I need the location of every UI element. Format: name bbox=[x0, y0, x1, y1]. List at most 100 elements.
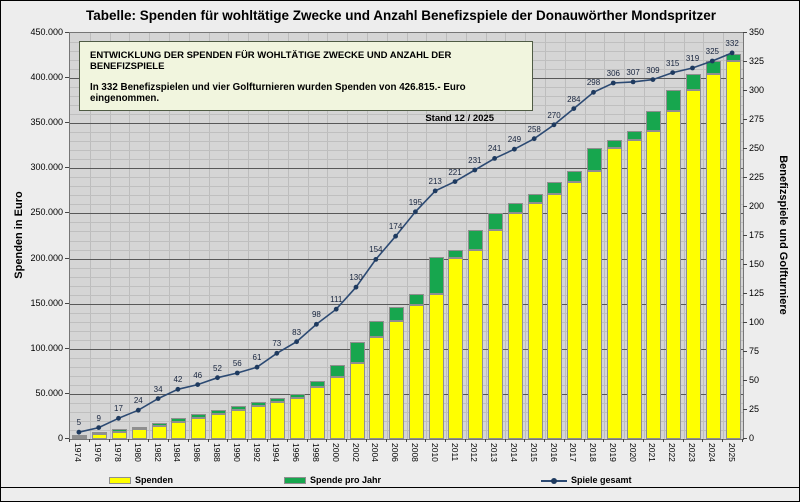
x-axis-tick bbox=[623, 439, 625, 442]
vertical-gridline bbox=[683, 33, 685, 439]
bar-spende-pro-jahr bbox=[92, 431, 108, 435]
x-axis-tick bbox=[227, 439, 229, 442]
x-tick-label: 1984 bbox=[172, 443, 183, 462]
line-point-label: 213 bbox=[428, 176, 442, 186]
x-axis-tick bbox=[148, 439, 150, 442]
y-tick-label-left: 250.000 bbox=[30, 207, 63, 218]
bar-spende-pro-jahr bbox=[646, 110, 662, 132]
y-tick-label-left: 150.000 bbox=[30, 297, 63, 308]
bar-spenden bbox=[171, 422, 187, 439]
bar-spenden bbox=[309, 386, 325, 439]
y-tick-label-right: 150 bbox=[749, 259, 765, 269]
bar-spende-pro-jahr bbox=[230, 406, 246, 411]
line-point-label: 221 bbox=[448, 167, 462, 177]
bar-spende-pro-jahr bbox=[290, 393, 306, 398]
bar-spenden bbox=[527, 202, 543, 439]
legend-label-spende-pro-jahr: Spende pro Jahr bbox=[310, 475, 382, 485]
line-point-label: 249 bbox=[507, 135, 522, 145]
vertical-gridline bbox=[604, 33, 606, 439]
line-point-label: 319 bbox=[685, 54, 700, 63]
bar-spende-pro-jahr bbox=[270, 397, 286, 403]
x-tick-label: 2002 bbox=[350, 443, 361, 462]
x-axis-tick bbox=[365, 439, 367, 442]
x-axis-tick bbox=[306, 439, 308, 442]
y-axis-tick bbox=[743, 148, 747, 149]
bar-spenden bbox=[389, 320, 405, 439]
x-tick-label: 2015 bbox=[528, 443, 539, 462]
horizontal-minor-gridline bbox=[70, 195, 743, 197]
horizontal-minor-gridline bbox=[70, 375, 743, 377]
x-tick-label: 2004 bbox=[370, 443, 381, 462]
line-point-label: 241 bbox=[487, 144, 502, 154]
bar-spende-pro-jahr bbox=[587, 147, 603, 172]
x-axis-tick bbox=[405, 439, 407, 442]
x-axis-tick bbox=[722, 439, 724, 442]
y-axis-tick bbox=[65, 32, 69, 33]
y-axis-tick bbox=[743, 206, 747, 207]
line-point-label: 61 bbox=[252, 353, 262, 363]
line-point-label: 325 bbox=[705, 47, 719, 56]
x-axis-tick bbox=[247, 439, 249, 442]
x-axis-tick bbox=[445, 439, 447, 442]
x-tick-label: 1990 bbox=[231, 443, 242, 462]
x-tick-label: 2000 bbox=[330, 443, 341, 462]
bar-spende-pro-jahr bbox=[686, 73, 701, 90]
horizontal-minor-gridline bbox=[70, 276, 743, 278]
x-axis-tick bbox=[207, 439, 209, 442]
bar-spende-pro-jahr bbox=[666, 89, 682, 111]
bar-spende-pro-jahr bbox=[250, 402, 266, 407]
legend-item-spiele-gesamt: Spiele gesamt bbox=[541, 474, 632, 486]
bar-spende-pro-jahr bbox=[488, 212, 504, 230]
y-axis-tick bbox=[743, 177, 747, 178]
y-axis-tick bbox=[743, 90, 747, 91]
horizontal-minor-gridline bbox=[70, 384, 743, 386]
y-tick-label-left: 50.000 bbox=[35, 387, 63, 398]
horizontal-minor-gridline bbox=[70, 339, 743, 341]
y-tick-label-left: 300.000 bbox=[30, 162, 63, 173]
horizontal-major-gridline bbox=[70, 393, 743, 395]
y-axis-tick bbox=[743, 409, 747, 410]
y-axis-tick bbox=[65, 167, 69, 169]
horizontal-major-gridline bbox=[70, 213, 743, 215]
x-axis-tick bbox=[484, 439, 486, 442]
y-tick-label-right: 325 bbox=[749, 56, 765, 66]
x-tick-label: 1978 bbox=[113, 443, 123, 462]
y-tick-label-right: 0 bbox=[749, 433, 755, 443]
x-axis-tick bbox=[563, 439, 565, 442]
x-axis-tick bbox=[504, 439, 506, 442]
line-point-label: 332 bbox=[725, 38, 739, 48]
x-axis-tick bbox=[266, 439, 268, 442]
x-tick-label: 2016 bbox=[548, 443, 559, 462]
line-point-label: 83 bbox=[292, 327, 302, 337]
x-tick-label: 2018 bbox=[588, 443, 598, 462]
y-axis-tick bbox=[743, 380, 747, 381]
horizontal-minor-gridline bbox=[70, 222, 743, 224]
bar-spende-pro-jahr bbox=[626, 131, 642, 141]
bar-spenden bbox=[705, 73, 721, 439]
x-axis-tick bbox=[108, 439, 110, 442]
bar-spenden bbox=[369, 337, 385, 439]
x-axis-tick bbox=[662, 439, 664, 442]
line-point-label: 17 bbox=[114, 404, 123, 414]
horizontal-minor-gridline bbox=[70, 285, 743, 287]
horizontal-minor-gridline bbox=[70, 132, 743, 134]
vertical-gridline bbox=[644, 33, 646, 439]
bar-spenden bbox=[250, 406, 266, 439]
bar-spenden bbox=[666, 110, 682, 439]
bar-spenden bbox=[191, 418, 207, 439]
y-axis-tick bbox=[65, 347, 69, 349]
y-axis-tick bbox=[65, 302, 69, 304]
y-axis-tick bbox=[65, 392, 69, 394]
x-tick-label: 1998 bbox=[310, 443, 321, 462]
bar-spenden bbox=[329, 376, 345, 439]
vertical-gridline bbox=[584, 33, 586, 439]
horizontal-minor-gridline bbox=[70, 177, 743, 179]
y-axis-tick bbox=[743, 264, 747, 265]
x-axis-tick bbox=[742, 439, 743, 442]
x-tick-label: 1976 bbox=[93, 443, 104, 462]
x-axis-tick bbox=[464, 439, 466, 442]
line-point-label: 98 bbox=[311, 310, 321, 320]
bar-spende-pro-jahr bbox=[309, 381, 325, 387]
vertical-gridline bbox=[624, 33, 626, 439]
legend-label-spenden: Spenden bbox=[135, 475, 174, 485]
